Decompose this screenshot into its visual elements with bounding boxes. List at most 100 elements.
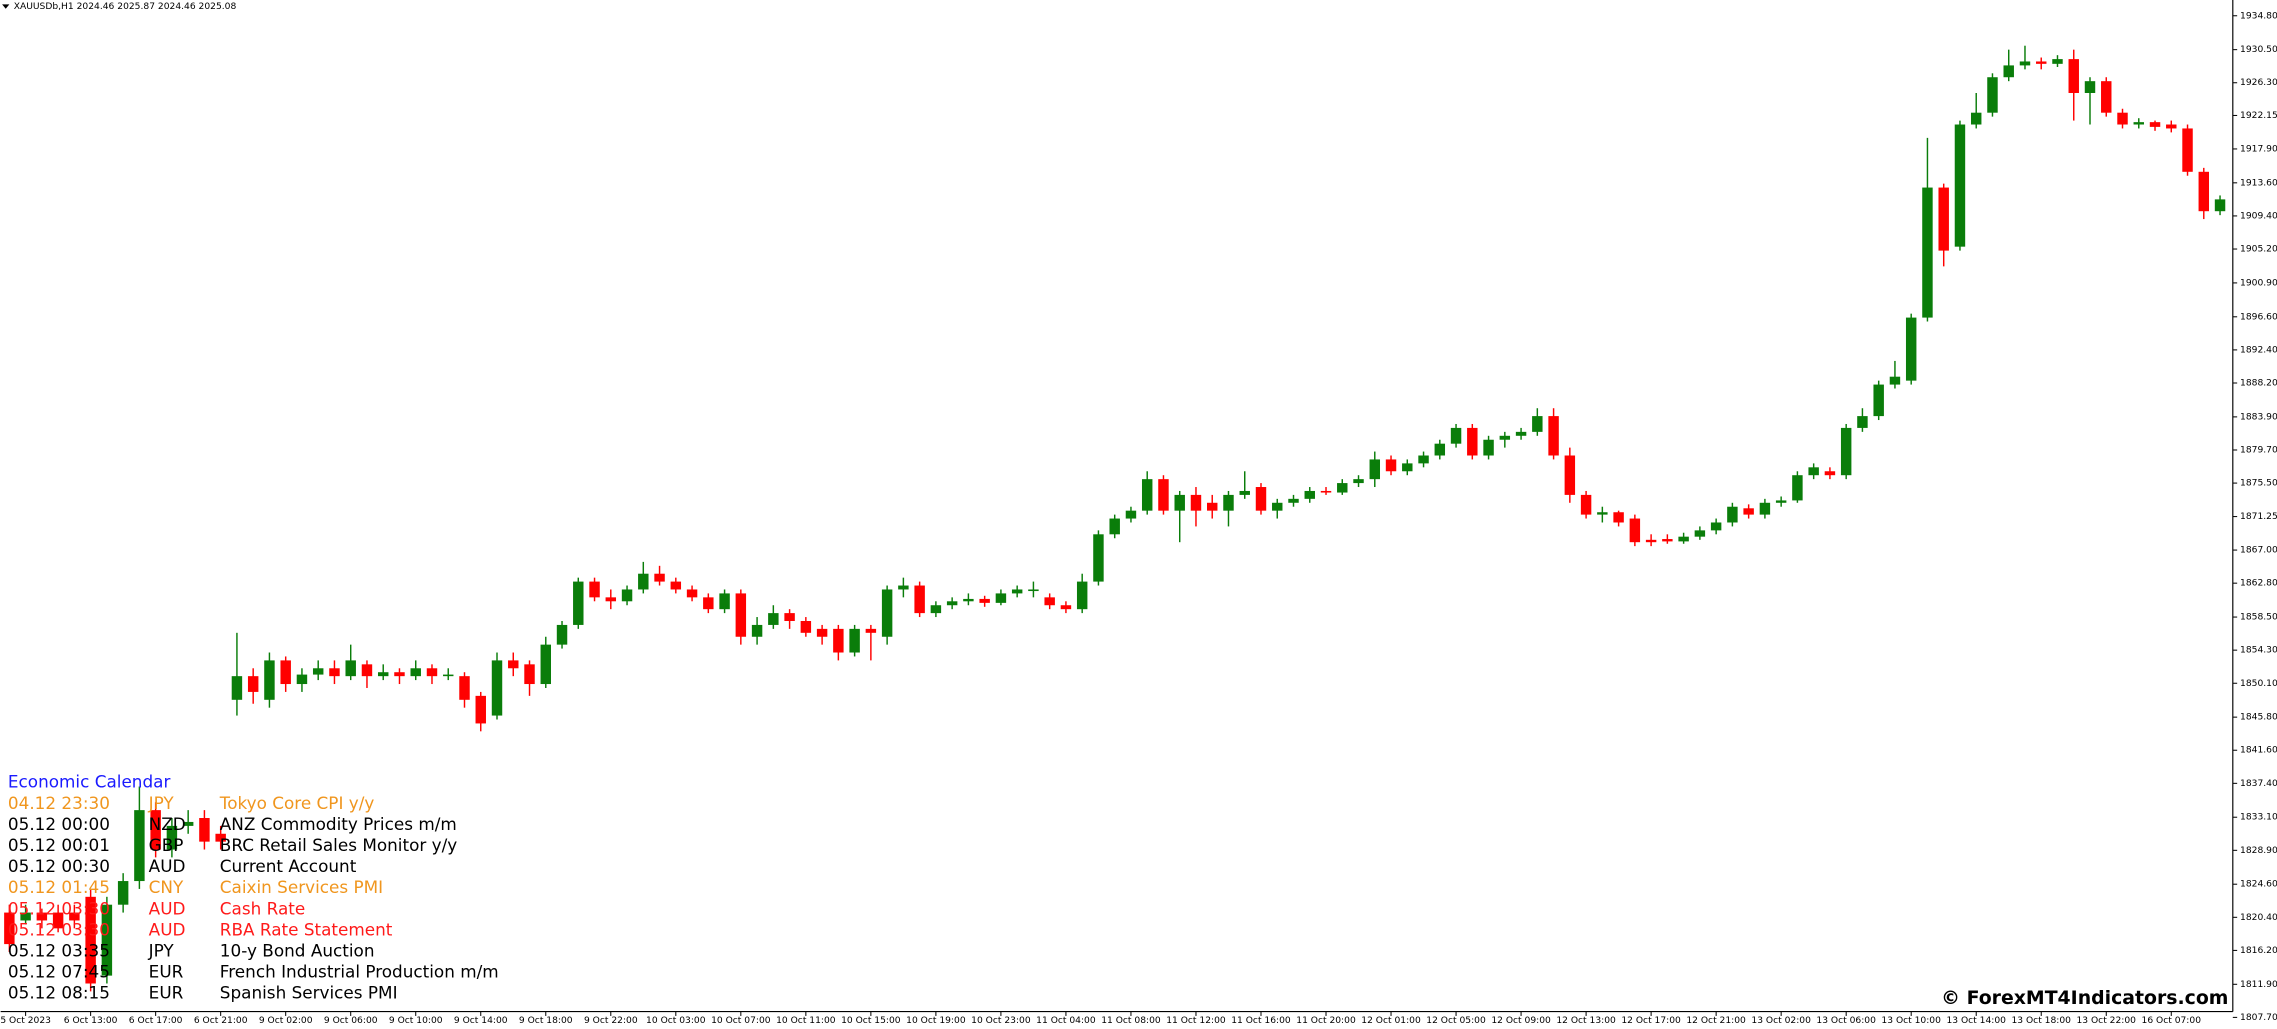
y-tick-label: 1820.40 bbox=[2240, 913, 2277, 923]
symbol-menu-icon[interactable] bbox=[2, 4, 10, 9]
y-tick-label: 1930.50 bbox=[2240, 45, 2277, 55]
candle-body bbox=[1548, 416, 1559, 456]
candle-body bbox=[2133, 122, 2144, 125]
candle-body bbox=[1060, 605, 1072, 610]
y-tick-label: 1909.40 bbox=[2240, 211, 2277, 221]
calendar-event: Tokyo Core CPI y/y bbox=[219, 793, 375, 813]
y-tick-label: 1888.20 bbox=[2240, 378, 2277, 388]
candle-body bbox=[312, 668, 324, 675]
calendar-event: Spanish Services PMI bbox=[220, 982, 398, 1002]
x-tick-label: 12 Oct 21:00 bbox=[1686, 1016, 1746, 1026]
candle-body bbox=[1840, 427, 1852, 476]
candle-body bbox=[36, 912, 48, 921]
calendar-event: Current Account bbox=[220, 856, 357, 876]
x-tick-label: 11 Oct 08:00 bbox=[1101, 1016, 1161, 1026]
candle-body bbox=[280, 660, 291, 685]
candle-body bbox=[784, 613, 795, 621]
calendar-currency: AUD bbox=[149, 856, 186, 876]
candle-body bbox=[1418, 455, 1429, 464]
y-tick-label: 1845.80 bbox=[2240, 713, 2277, 723]
candle-body bbox=[2084, 81, 2096, 93]
y-tick-label: 1858.50 bbox=[2240, 613, 2277, 623]
candle-body bbox=[670, 581, 682, 590]
candle-body bbox=[1207, 502, 1218, 511]
y-tick-label: 1816.20 bbox=[2240, 946, 2277, 956]
calendar-currency: CNY bbox=[149, 877, 184, 897]
x-tick-label: 9 Oct 22:00 bbox=[584, 1016, 638, 1026]
x-tick-label: 13 Oct 18:00 bbox=[2011, 1016, 2071, 1026]
candle-body bbox=[1938, 187, 1949, 251]
x-tick-label: 10 Oct 07:00 bbox=[711, 1016, 771, 1026]
candle-body bbox=[914, 585, 925, 614]
candle-body bbox=[1028, 589, 1039, 592]
y-tick-label: 1892.40 bbox=[2240, 345, 2277, 355]
x-tick-label: 9 Oct 06:00 bbox=[324, 1016, 378, 1026]
candle-body bbox=[264, 660, 275, 700]
candle-body bbox=[1385, 459, 1397, 472]
candle-body bbox=[508, 660, 519, 669]
candle-body bbox=[199, 818, 210, 842]
y-tick-label: 1871.25 bbox=[2240, 512, 2277, 522]
candle-body bbox=[1239, 490, 1250, 495]
candle-body bbox=[1662, 539, 1673, 542]
candle-body bbox=[719, 593, 730, 610]
candle-body bbox=[2101, 81, 2112, 113]
candle-body bbox=[182, 821, 194, 826]
candle-body bbox=[1402, 463, 1413, 472]
candle-body bbox=[995, 593, 1007, 603]
calendar-currency: AUD bbox=[149, 919, 186, 939]
y-tick-label: 1862.80 bbox=[2240, 579, 2277, 589]
candle-body bbox=[1044, 597, 1055, 606]
candle-body bbox=[491, 660, 503, 716]
candle-body bbox=[1483, 439, 1494, 456]
candle-body bbox=[1873, 384, 1884, 417]
candle-body bbox=[540, 644, 551, 685]
candle-body bbox=[101, 904, 113, 976]
x-tick-label: 13 Oct 06:00 bbox=[1816, 1016, 1876, 1026]
candle-body bbox=[443, 674, 454, 677]
y-tick-label: 1879.70 bbox=[2240, 445, 2277, 455]
candle-body bbox=[1564, 455, 1576, 495]
candle-body bbox=[2214, 199, 2226, 212]
candle-body bbox=[215, 833, 226, 842]
x-tick-label: 12 Oct 01:00 bbox=[1361, 1016, 1421, 1026]
chart-title: XAUUSDb,H1 2024.46 2025.87 2024.46 2025.… bbox=[14, 2, 237, 12]
calendar-currency: GBP bbox=[149, 835, 184, 855]
candle-body bbox=[979, 598, 990, 603]
candle-body bbox=[1987, 77, 1998, 113]
calendar-time: 05.12 03:30 bbox=[8, 898, 110, 918]
candle-body bbox=[605, 597, 617, 602]
candle-body bbox=[1694, 530, 1706, 537]
x-tick-label: 10 Oct 19:00 bbox=[906, 1016, 966, 1026]
candle-body bbox=[1678, 536, 1689, 542]
candle-body bbox=[573, 581, 584, 625]
candle-body bbox=[1141, 479, 1153, 511]
y-tick-label: 1807.70 bbox=[2240, 1013, 2277, 1023]
candle-body bbox=[930, 605, 942, 614]
candle-body bbox=[377, 672, 389, 677]
candle-body bbox=[638, 573, 649, 590]
candle-body bbox=[410, 668, 421, 677]
calendar-title: Economic Calendar bbox=[8, 771, 171, 791]
candle-body bbox=[2003, 65, 2014, 78]
candle-body bbox=[1597, 512, 1608, 515]
candle-body bbox=[1532, 416, 1543, 432]
y-tick-label: 1896.60 bbox=[2240, 312, 2277, 322]
candle-body bbox=[881, 589, 893, 637]
candle-body bbox=[166, 825, 178, 850]
calendar-time: 05.12 00:00 bbox=[8, 814, 110, 834]
candle-body bbox=[1629, 518, 1641, 543]
x-tick-label: 10 Oct 15:00 bbox=[841, 1016, 901, 1026]
candle-body bbox=[231, 676, 243, 700]
calendar-time: 05.12 03:30 bbox=[8, 919, 110, 939]
x-tick-label: 6 Oct 13:00 bbox=[64, 1016, 118, 1026]
candle-body bbox=[1922, 187, 1933, 318]
candle-body bbox=[1337, 483, 1348, 493]
calendar-event: BRC Retail Sales Monitor y/y bbox=[220, 835, 457, 855]
candle-body bbox=[751, 624, 763, 637]
candle-body bbox=[2149, 122, 2161, 127]
candle-body bbox=[1905, 317, 1917, 381]
candle-body bbox=[85, 896, 96, 984]
